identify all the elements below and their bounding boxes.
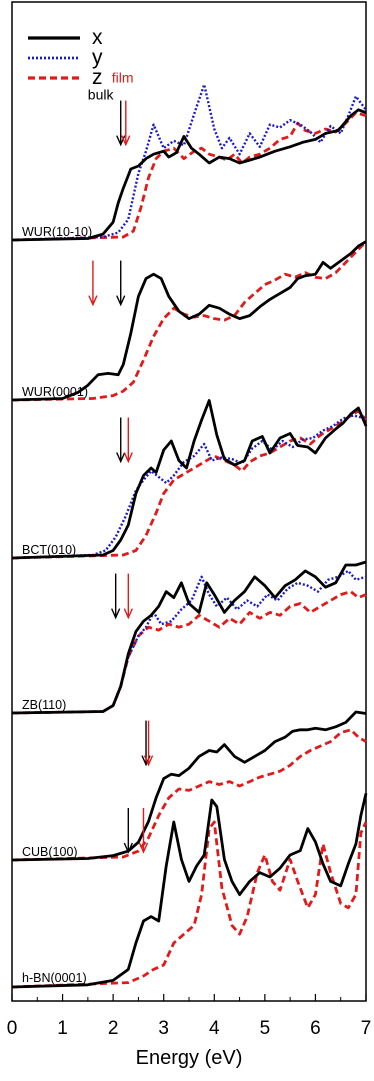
series-x-line (11, 560, 367, 715)
film-arrow (143, 720, 154, 767)
panel-label: ZB(110) (22, 698, 66, 712)
bulk-arrow (111, 573, 121, 620)
series-x-line (11, 710, 367, 862)
series-z-line (11, 728, 367, 862)
legend: xyz (28, 26, 103, 89)
series-z-line (11, 590, 367, 715)
series-y-line (11, 83, 367, 242)
x-tick-label: 6 (310, 1018, 321, 1039)
x-tick-label: 4 (209, 1018, 220, 1039)
series-z-line (11, 111, 367, 242)
x-tick-label: 3 (158, 1018, 169, 1039)
legend-label-z: z (92, 66, 103, 89)
film-arrow (123, 573, 133, 620)
film-annotation: film (112, 70, 134, 86)
x-tick-label: 0 (7, 1018, 18, 1039)
series-x-line (11, 793, 368, 989)
series-z-line (11, 820, 368, 989)
panel-2: BCT(010) (11, 399, 368, 560)
series-x-line (11, 399, 368, 560)
panel-label: h-BN(0001) (22, 971, 87, 985)
panel-1: WUR(0001) (11, 240, 368, 402)
bulk-arrow (116, 417, 126, 464)
series-x-line (11, 240, 367, 402)
series-z-line (11, 409, 368, 560)
film-arrow (121, 100, 131, 147)
panel-label: WUR(10-10) (22, 225, 92, 239)
panel-label: WUR(0001) (22, 385, 88, 399)
x-tick-label: 1 (57, 1018, 68, 1039)
x-tick-label: 5 (260, 1018, 271, 1039)
x-tick-label: 7 (361, 1018, 372, 1039)
panel-3: ZB(110) (11, 560, 367, 715)
panel-label: CUB(100) (22, 845, 78, 859)
series-y-line (11, 569, 367, 715)
bulk-annotation: bulk (88, 87, 115, 103)
film-arrow (88, 260, 98, 307)
x-tick-label: 2 (108, 1018, 119, 1039)
x-axis: 0 1 2 3 4 5 6 7 (7, 994, 372, 1039)
panel-4: CUB(100) (11, 710, 367, 862)
x-axis-title: Energy (eV) (136, 1047, 243, 1069)
legend-label-x: x (92, 26, 103, 49)
series-z-line (11, 240, 368, 402)
panel-label: BCT(010) (22, 543, 76, 557)
series-y-line (11, 414, 367, 560)
film-arrow (138, 808, 149, 854)
film-arrow (123, 417, 133, 464)
bulk-arrow (123, 808, 133, 854)
legend-label-y: y (92, 46, 103, 69)
series-x-line (11, 108, 367, 242)
bulk-arrow (116, 260, 126, 307)
panel-5: h-BN(0001) (11, 793, 368, 989)
